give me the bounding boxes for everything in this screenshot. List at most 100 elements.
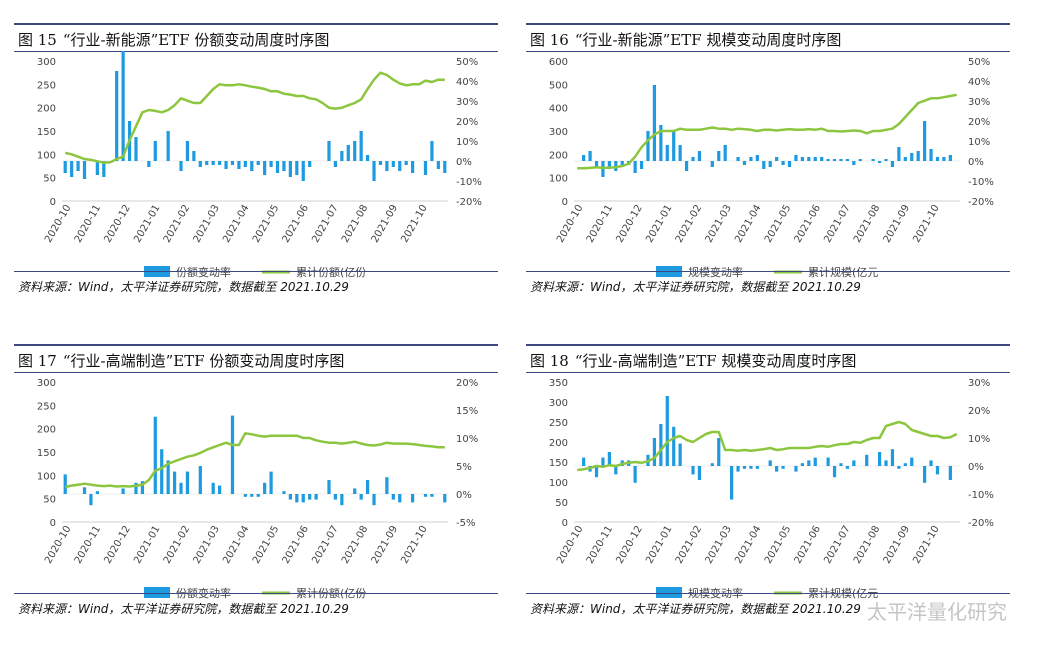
right-tick-label: 10% xyxy=(968,434,990,445)
bar xyxy=(411,161,415,173)
bar xyxy=(749,466,753,469)
chart-title: 图 18 “行业-高端制造”ETF 规模变动周度时序图 xyxy=(530,350,862,371)
x-tick-label: 2020-11 xyxy=(585,524,615,566)
x-tick-label: 2021-09 xyxy=(370,203,400,245)
bar xyxy=(282,491,286,494)
bar xyxy=(710,161,714,167)
bar xyxy=(82,487,87,494)
bar xyxy=(198,161,202,167)
bar xyxy=(736,157,740,161)
left-tick-label: 100 xyxy=(549,174,568,185)
left-tick-label: 0 xyxy=(50,518,56,529)
bar xyxy=(697,151,702,161)
x-tick-label: 2020-12 xyxy=(614,524,644,566)
bar xyxy=(263,161,267,175)
bar xyxy=(333,494,338,500)
bar xyxy=(582,155,586,161)
x-tick-label: 2021-04 xyxy=(221,203,251,245)
bar xyxy=(665,396,669,466)
line-series xyxy=(577,420,958,472)
bar xyxy=(179,161,183,171)
bar xyxy=(295,161,299,175)
bar xyxy=(781,466,785,469)
bar xyxy=(430,141,434,161)
bar xyxy=(665,145,669,161)
bar xyxy=(877,452,882,466)
bar xyxy=(742,161,747,165)
bar xyxy=(230,161,235,165)
right-tick-label: -10% xyxy=(968,177,994,188)
bar xyxy=(923,466,927,483)
bar xyxy=(897,147,901,161)
x-tick-label: 2021-08 xyxy=(340,524,370,566)
x-tick-label: 2021-01 xyxy=(132,203,162,245)
x-tick-label: 2021-04 xyxy=(221,524,251,566)
bar xyxy=(314,494,318,500)
bar xyxy=(423,494,428,497)
x-tick-label: 2020-10 xyxy=(555,203,585,245)
bar xyxy=(903,157,907,161)
watermark: 太平洋量化研究 xyxy=(867,600,1007,624)
bar xyxy=(192,151,196,161)
bar xyxy=(404,161,408,165)
bar xyxy=(678,145,682,161)
bar xyxy=(845,466,850,469)
bar xyxy=(134,137,138,161)
bar xyxy=(134,482,138,494)
x-tick-label: 2021-04 xyxy=(733,203,763,245)
left-tick-label: 0 xyxy=(562,197,568,208)
bar xyxy=(588,151,592,161)
x-tick-label: 2021-03 xyxy=(192,203,222,245)
bar xyxy=(398,494,402,503)
bar xyxy=(839,463,843,466)
bar xyxy=(218,161,222,165)
left-tick-label: 200 xyxy=(37,104,56,115)
bar xyxy=(166,460,170,494)
bar xyxy=(423,161,428,175)
x-tick-label: 2020-11 xyxy=(73,524,103,566)
x-tick-label: 2020-12 xyxy=(614,203,644,245)
bar xyxy=(198,466,202,494)
bar xyxy=(211,482,215,494)
bar xyxy=(659,424,663,466)
top-rule xyxy=(526,23,1010,25)
x-tick-label: 2021-07 xyxy=(822,524,852,566)
bar xyxy=(385,477,389,494)
title-text: “行业-新能源”ETF 规模变动周度时序图 xyxy=(574,31,842,49)
bar xyxy=(794,155,798,161)
bar xyxy=(185,141,190,161)
bar xyxy=(730,466,734,500)
bar xyxy=(826,159,830,161)
bar xyxy=(385,161,389,171)
bar xyxy=(923,121,927,161)
bar xyxy=(160,449,164,494)
left-tick-label: 250 xyxy=(37,401,56,412)
bar xyxy=(365,480,370,494)
line-series xyxy=(64,432,445,489)
bar xyxy=(884,159,888,161)
source-rule xyxy=(526,271,1010,272)
bar xyxy=(890,161,895,167)
x-tick-label: 2021-09 xyxy=(882,524,912,566)
source-note: 资料来源：Wind，太平洋证券研究院，数据截至 2021.10.29 xyxy=(18,602,349,616)
bar xyxy=(443,494,447,503)
bar xyxy=(256,161,260,165)
left-tick-label: 150 xyxy=(37,448,56,459)
bar xyxy=(140,481,145,494)
right-tick-label: 10% xyxy=(456,434,478,445)
chart-fig18: 0 50 100 150 200 250 300 350 -20% -10% 0% 10% 20% 30%… xyxy=(549,378,994,600)
left-tick-label: 300 xyxy=(37,57,56,68)
bar xyxy=(742,466,747,469)
bar xyxy=(359,131,363,161)
right-tick-label: 30% xyxy=(968,378,990,389)
bar xyxy=(684,161,689,171)
bar xyxy=(256,494,260,497)
top-rule xyxy=(14,23,498,25)
left-tick-label: 50 xyxy=(43,174,56,185)
bar xyxy=(897,466,901,469)
bar xyxy=(179,482,183,494)
x-tick-label: 2021-08 xyxy=(340,203,370,245)
bar xyxy=(832,159,837,161)
left-tick-label: 600 xyxy=(549,57,568,68)
bar xyxy=(620,161,624,167)
